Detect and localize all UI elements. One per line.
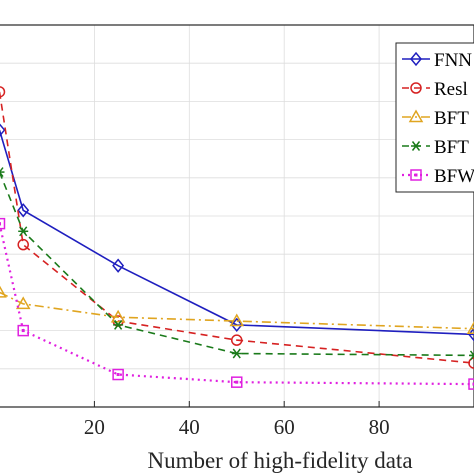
data-point [15,296,31,310]
data-point [230,376,243,388]
legend-marker [410,51,422,67]
legend-label: FNN [434,50,472,71]
legend-entry: BFW [402,166,474,187]
data-point [0,217,6,230]
data-point [466,321,474,334]
data-point [0,167,5,178]
series-line [0,291,474,330]
data-point [230,334,243,346]
data-point [0,285,7,298]
series-3 [0,285,474,334]
legend-entry: BFT [402,137,469,158]
data-point [230,317,243,333]
data-point [110,309,126,323]
grid [0,25,474,407]
legend-label: BFW [434,166,474,187]
legend-label: BFT [434,108,469,129]
series-5 [0,217,474,390]
legend-marker [411,141,421,151]
data-point [0,86,6,98]
plot-frame [0,24,474,408]
data-point [17,324,29,337]
legend-entry: BFT [402,108,469,129]
legend-marker [410,82,422,94]
legend-label: Resl [434,79,468,100]
data-point [112,258,125,273]
x-tick-label: 60 [274,415,295,439]
data-point [112,368,124,381]
data-point [468,378,474,390]
data-point [18,226,29,237]
data-point [113,319,124,330]
legend-label: BFT [434,137,469,158]
x-tick-label: 80 [369,415,390,439]
x-axis-ticks: 20 40 60 80 [84,401,390,439]
series-line [0,223,474,386]
series-group [0,86,474,390]
legend-entry: Resl [402,79,468,100]
data-point [468,357,474,369]
data-point [469,350,474,361]
legend-marker [408,109,424,123]
x-tick-label: 20 [84,415,105,439]
x-tick-label: 40 [179,415,200,439]
series-line [0,129,474,336]
data-point [231,348,242,359]
x-axis-label: Number of high-fidelity data [147,448,412,473]
legend-entry: FNN [402,50,472,71]
data-point [17,238,29,251]
data-point [468,327,474,342]
legend-marker [410,169,422,181]
data-point [17,203,30,218]
legend: FNN Resl BFT BFT BFW [395,42,474,193]
series-4 [0,167,474,361]
data-point [229,313,245,327]
series-1 [0,123,474,342]
data-point [0,123,6,137]
